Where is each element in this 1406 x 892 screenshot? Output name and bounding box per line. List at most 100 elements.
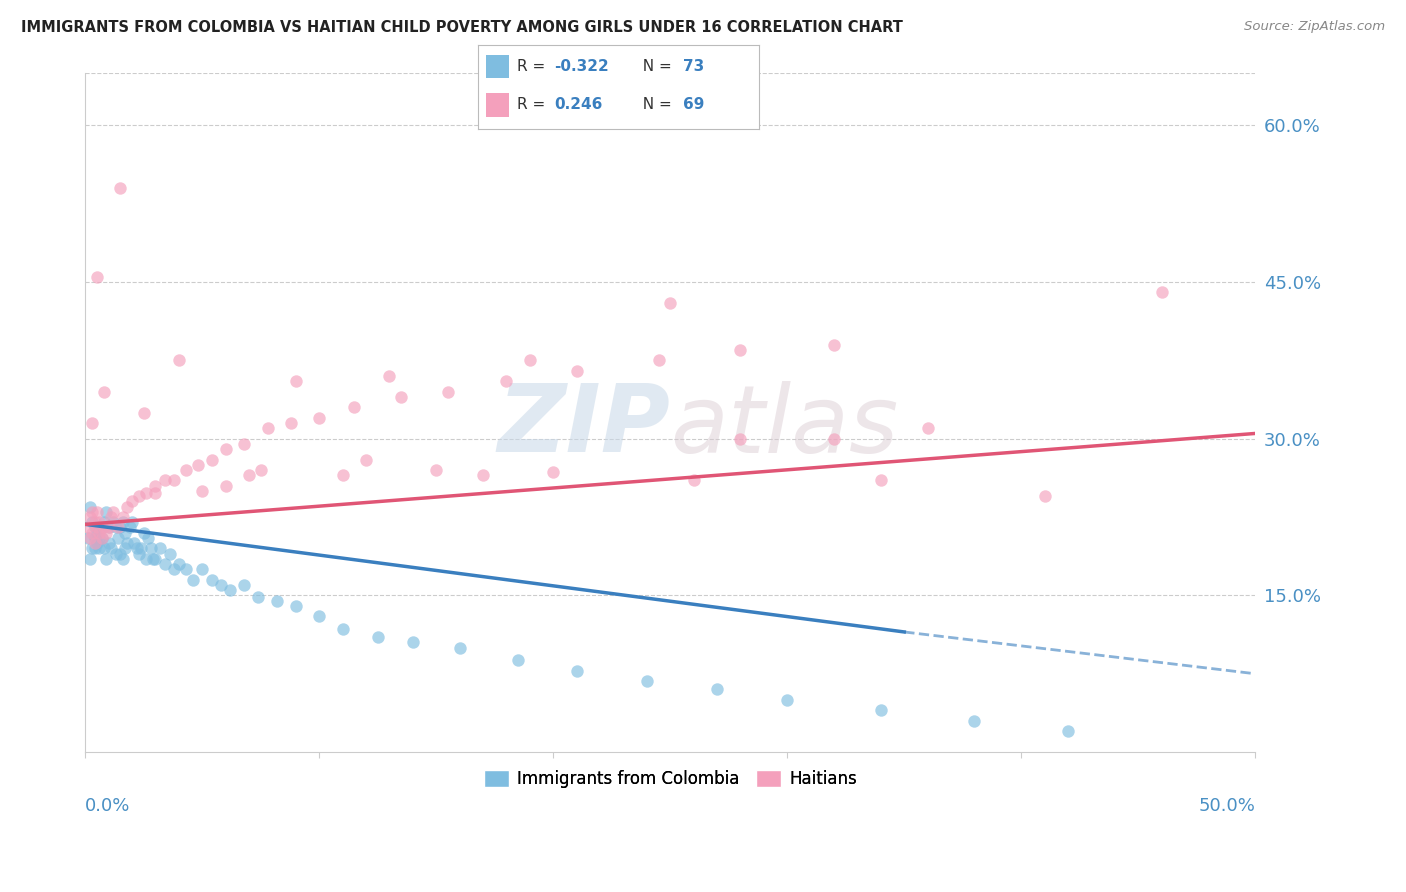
Point [389,390,412,404]
Point [89,525,111,540]
Point [86,505,108,519]
Point [104,547,127,561]
Point [103,505,125,519]
Point [128,547,150,561]
Point [114,525,136,540]
Point [917,421,939,435]
Point [104,520,127,534]
Point [187,458,209,472]
Text: IMMIGRANTS FROM COLOMBIA VS HAITIAN CHILD POVERTY AMONG GIRLS UNDER 16 CORRELATI: IMMIGRANTS FROM COLOMBIA VS HAITIAN CHIL… [21,20,903,35]
Point [332,468,354,483]
Point [76,520,98,534]
Point [82,541,104,556]
Point [89,515,111,529]
Point [114,541,136,556]
Point [256,421,278,435]
Point [191,483,214,498]
Point [83,541,105,556]
Point [659,296,682,310]
Point [543,465,565,479]
Point [963,714,986,728]
Point [132,405,155,419]
Point [89,531,111,545]
Point [378,369,401,384]
Point [191,562,214,576]
Point [135,486,157,500]
Text: 50.0%: 50.0% [1198,797,1256,814]
Point [82,505,104,519]
Point [682,474,704,488]
Point [215,478,238,492]
Text: R =: R = [517,97,551,112]
Point [138,531,160,545]
Point [823,432,845,446]
Point [93,384,115,399]
Point [730,432,752,446]
Point [79,500,101,514]
Point [86,269,108,284]
Point [121,515,143,529]
Point [86,520,108,534]
Point [565,364,588,378]
Point [139,541,162,556]
Point [82,515,104,529]
Point [247,591,270,605]
Point [118,520,141,534]
Point [96,525,118,540]
Point [145,551,167,566]
Text: ZIP: ZIP [498,380,671,472]
Point [96,551,118,566]
Point [90,531,112,545]
Point [111,515,134,529]
Point [266,593,288,607]
Point [181,573,204,587]
Point [1033,489,1056,503]
Point [86,525,108,540]
Point [332,622,354,636]
Point [76,531,98,545]
Point [308,410,330,425]
Point [86,520,108,534]
Point [145,478,167,492]
Point [233,437,256,451]
Point [107,531,129,545]
Text: atlas: atlas [671,381,898,472]
Point [142,551,165,566]
Point [90,531,112,545]
Bar [486,54,509,78]
Point [1150,285,1173,300]
Point [103,515,125,529]
Point [111,551,134,566]
Point [167,557,190,571]
Point [117,536,139,550]
Point [79,531,101,545]
Text: -0.322: -0.322 [554,59,609,74]
Point [82,416,104,430]
Point [219,583,242,598]
Point [776,693,799,707]
Point [107,520,129,534]
Point [870,474,893,488]
Text: 73: 73 [683,59,704,74]
Point [201,573,224,587]
Text: R =: R = [517,59,551,74]
Point [145,486,167,500]
Point [110,181,132,195]
Point [86,536,108,550]
Point [163,562,186,576]
Point [870,703,893,717]
Text: Source: ZipAtlas.com: Source: ZipAtlas.com [1244,20,1385,33]
Point [82,525,104,540]
Point [1057,724,1080,739]
Point [201,452,224,467]
Point [495,374,517,388]
Point [174,562,197,576]
Point [97,536,120,550]
Point [823,337,845,351]
Point [97,520,120,534]
Point [79,510,101,524]
Point [83,520,105,534]
Point [163,474,186,488]
Point [125,541,148,556]
Bar [486,93,509,117]
